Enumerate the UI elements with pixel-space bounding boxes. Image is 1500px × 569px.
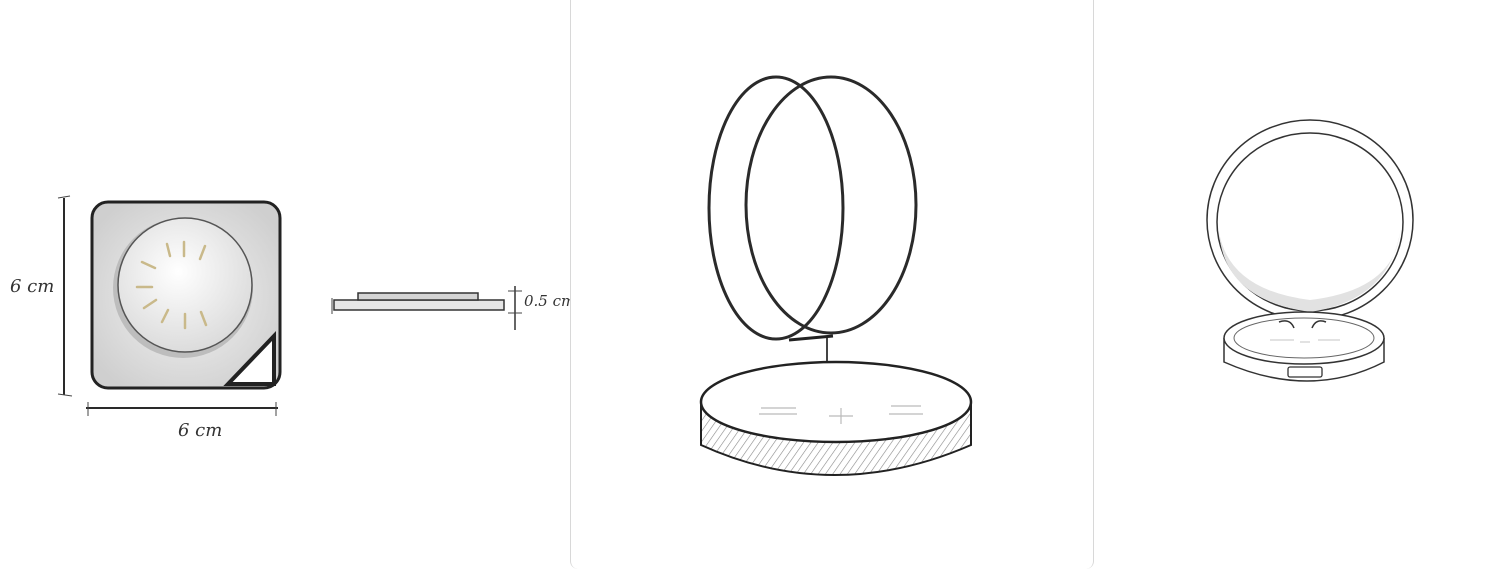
side-view-sketch xyxy=(331,286,522,330)
thickness-label: 0.5 cm xyxy=(524,292,575,310)
dimension-sketch: 6 cm 6 cm 0.5 cm xyxy=(10,195,575,441)
sketch-panel-dimensions: 6 cm 6 cm 0.5 cm xyxy=(0,0,575,569)
mirror-inner-shade xyxy=(1219,232,1400,312)
charging-disc xyxy=(117,217,253,353)
product-outline-sketch xyxy=(1206,119,1414,382)
product-base-inner-rim xyxy=(1233,317,1375,359)
mirror-ring-outer xyxy=(1206,119,1414,321)
product-base-markings xyxy=(1270,339,1340,343)
radial-light-marks xyxy=(135,240,208,330)
base-top-markings xyxy=(759,405,923,424)
corner-indicator-triangle xyxy=(223,331,276,386)
product-base-top xyxy=(1223,311,1385,365)
ring-stand-sketch xyxy=(699,75,973,476)
base-top xyxy=(699,360,973,444)
sketch-panel-product-outline xyxy=(1094,0,1500,569)
height-label: 6 cm xyxy=(10,276,54,297)
usb-port xyxy=(1287,366,1323,378)
width-label: 6 cm xyxy=(178,420,222,441)
sketch-panel-ring-stand xyxy=(570,0,1094,569)
ring-back xyxy=(744,75,918,335)
ring-front xyxy=(707,75,845,341)
